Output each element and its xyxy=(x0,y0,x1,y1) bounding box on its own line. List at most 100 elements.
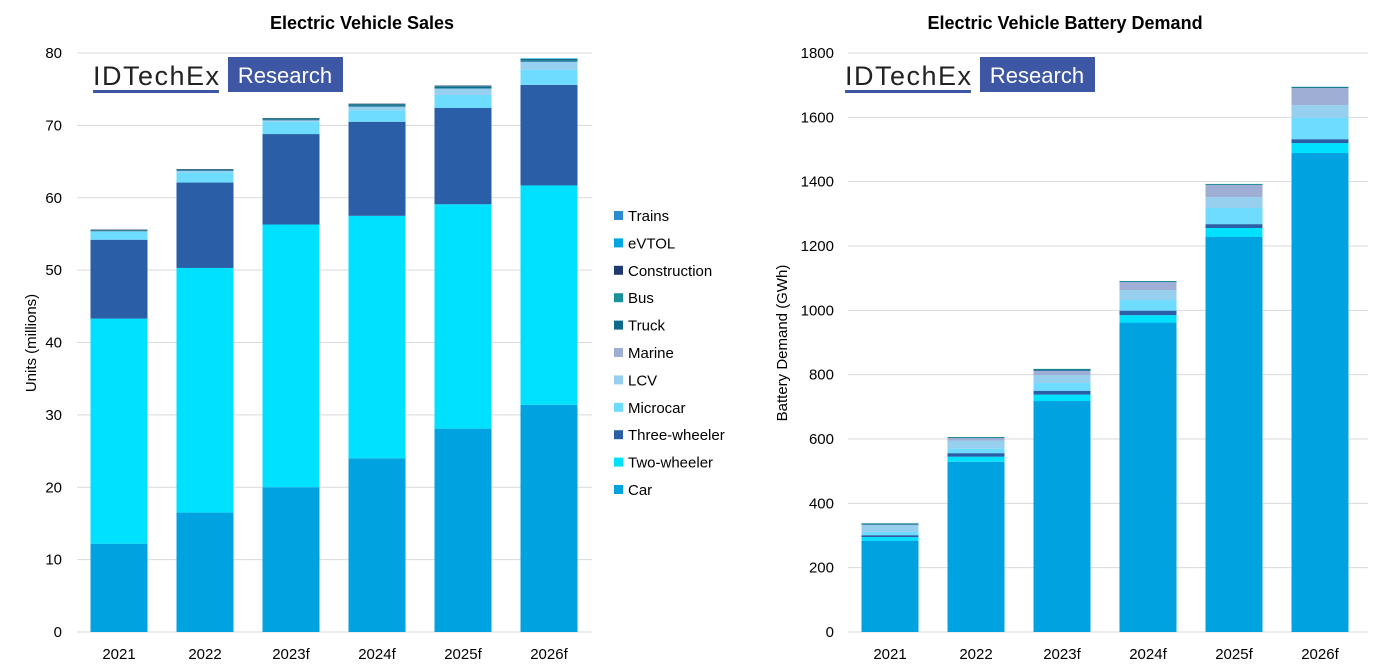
y-tick-label: 600 xyxy=(809,431,834,448)
legend-item: Bus xyxy=(614,290,654,307)
bar-segment-three-wheeler xyxy=(90,239,148,319)
chart-title: Electric Vehicle Sales xyxy=(270,13,454,33)
x-tick-label: 2021 xyxy=(102,646,135,663)
legend-label: Three-wheeler xyxy=(628,427,725,444)
x-tick-label: 2024f xyxy=(1129,646,1167,663)
bar-segment-car xyxy=(90,543,148,632)
legend-swatch xyxy=(614,485,623,494)
legend-item: Car xyxy=(614,482,652,499)
bar-segment-three-wheeler xyxy=(1291,139,1349,144)
legend-item: Construction xyxy=(614,263,712,280)
bar-segment-bus xyxy=(1119,281,1177,282)
y-tick-labels: 0 10 20 30 40 50 60 70 80 xyxy=(45,45,62,641)
legend: Trains eVTOL Construction Bus Truck Marine LCV… xyxy=(614,208,725,499)
idtechex-logo: IDTechEx Research xyxy=(845,57,1095,93)
bar-segment-car xyxy=(348,458,406,632)
bar-segment-two-wheeler xyxy=(947,456,1005,462)
legend-item: Truck xyxy=(614,318,665,335)
y-tick-label: 20 xyxy=(45,479,62,496)
y-tick-label: 200 xyxy=(809,560,834,577)
bar-segment-car xyxy=(520,404,578,632)
y-tick-label: 10 xyxy=(45,552,62,569)
legend-label: Trains xyxy=(628,208,669,225)
bar-segment-three-wheeler xyxy=(861,535,919,538)
bar-segment-three-wheeler xyxy=(1033,390,1091,395)
bar-segment-bus xyxy=(520,59,578,61)
bar-stack xyxy=(90,229,148,632)
y-tick-label: 0 xyxy=(54,624,62,641)
y-tick-label: 50 xyxy=(45,262,62,279)
bar-stack xyxy=(861,523,919,632)
bar-segment-truck xyxy=(348,105,406,107)
battery-demand-chart: Electric Vehicle Battery Demand Battery … xyxy=(774,13,1368,663)
bar-segment-three-wheeler xyxy=(176,182,234,268)
bar-segment-car xyxy=(262,487,320,632)
legend-label: Two-wheeler xyxy=(628,455,713,472)
legend-item: Microcar xyxy=(614,400,686,417)
legend-label: Truck xyxy=(628,318,665,335)
bar-segment-two-wheeler xyxy=(520,185,578,405)
legend-swatch xyxy=(614,375,623,385)
legend-label: Bus xyxy=(628,290,654,307)
bar-segment-construction xyxy=(90,229,148,231)
bar-stack xyxy=(262,118,320,632)
bar-segment-car xyxy=(861,540,919,632)
bar-segment-two-wheeler xyxy=(348,215,406,459)
bar-segment-three-wheeler xyxy=(520,84,578,186)
legend-swatch xyxy=(614,457,623,467)
bars xyxy=(861,86,1349,632)
bars xyxy=(90,58,578,632)
bar-segment-car xyxy=(947,461,1005,632)
x-tick-label: 2024f xyxy=(358,646,396,663)
bar-segment-microcar xyxy=(90,231,148,240)
bar-segment-bus xyxy=(861,523,919,524)
legend-item: LCV xyxy=(614,372,657,389)
ev-sales-chart: Electric Vehicle Sales Units (millions) … xyxy=(23,13,592,663)
bar-stack xyxy=(1205,183,1263,632)
bar-segment-two-wheeler xyxy=(262,224,320,488)
bar-segment-two-wheeler xyxy=(1119,315,1177,323)
chart-title: Electric Vehicle Battery Demand xyxy=(927,13,1202,33)
y-tick-label: 1800 xyxy=(801,45,834,62)
bar-segment-bus xyxy=(947,437,1005,438)
bar-segment-bus xyxy=(176,169,234,171)
bar-segment-three-wheeler xyxy=(262,134,320,225)
bar-stack xyxy=(434,85,492,632)
y-tick-labels: 0 200 400 600 800 1000 1200 1400 1600 1800 xyxy=(801,45,834,641)
bar-segment-two-wheeler xyxy=(1205,227,1263,237)
y-tick-label: 1200 xyxy=(801,238,834,255)
legend-label: Construction xyxy=(628,263,712,280)
bar-segment-lcv xyxy=(947,440,1005,449)
bar-segment-car xyxy=(1119,322,1177,632)
bar-segment-lcv xyxy=(1033,374,1091,384)
legend-item: Two-wheeler xyxy=(614,455,713,472)
bar-stack xyxy=(947,437,1005,632)
bar-segment-lcv xyxy=(520,61,578,70)
y-tick-label: 30 xyxy=(45,407,62,424)
logo-underline xyxy=(845,90,971,93)
legend-swatch xyxy=(614,402,623,412)
bar-stack xyxy=(348,103,406,632)
bar-segment-two-wheeler xyxy=(90,318,148,544)
bar-segment-marine xyxy=(1033,370,1091,375)
bar-segment-evtol xyxy=(520,58,578,60)
x-tick-label: 2026f xyxy=(530,646,568,663)
gridlines xyxy=(77,52,592,633)
logo-underline xyxy=(93,90,219,93)
bar-segment-truck xyxy=(262,119,320,121)
bar-segment-marine xyxy=(861,524,919,526)
bar-segment-microcar xyxy=(520,69,578,85)
bar-segment-truck xyxy=(861,523,919,525)
idtechex-logo: IDTechEx Research xyxy=(93,57,343,93)
logo-tag-box xyxy=(228,57,343,92)
bar-stack xyxy=(1119,281,1177,632)
bar-segment-bus xyxy=(434,86,492,88)
bar-segment-two-wheeler xyxy=(176,267,234,513)
bar-segment-bus xyxy=(90,229,148,231)
x-tick-label: 2025f xyxy=(1215,646,1253,663)
bar-segment-lcv xyxy=(262,120,320,122)
legend-swatch xyxy=(614,238,623,248)
bar-stack xyxy=(1033,368,1091,632)
bar-segment-marine xyxy=(1119,282,1177,291)
legend-label: Microcar xyxy=(628,400,686,417)
